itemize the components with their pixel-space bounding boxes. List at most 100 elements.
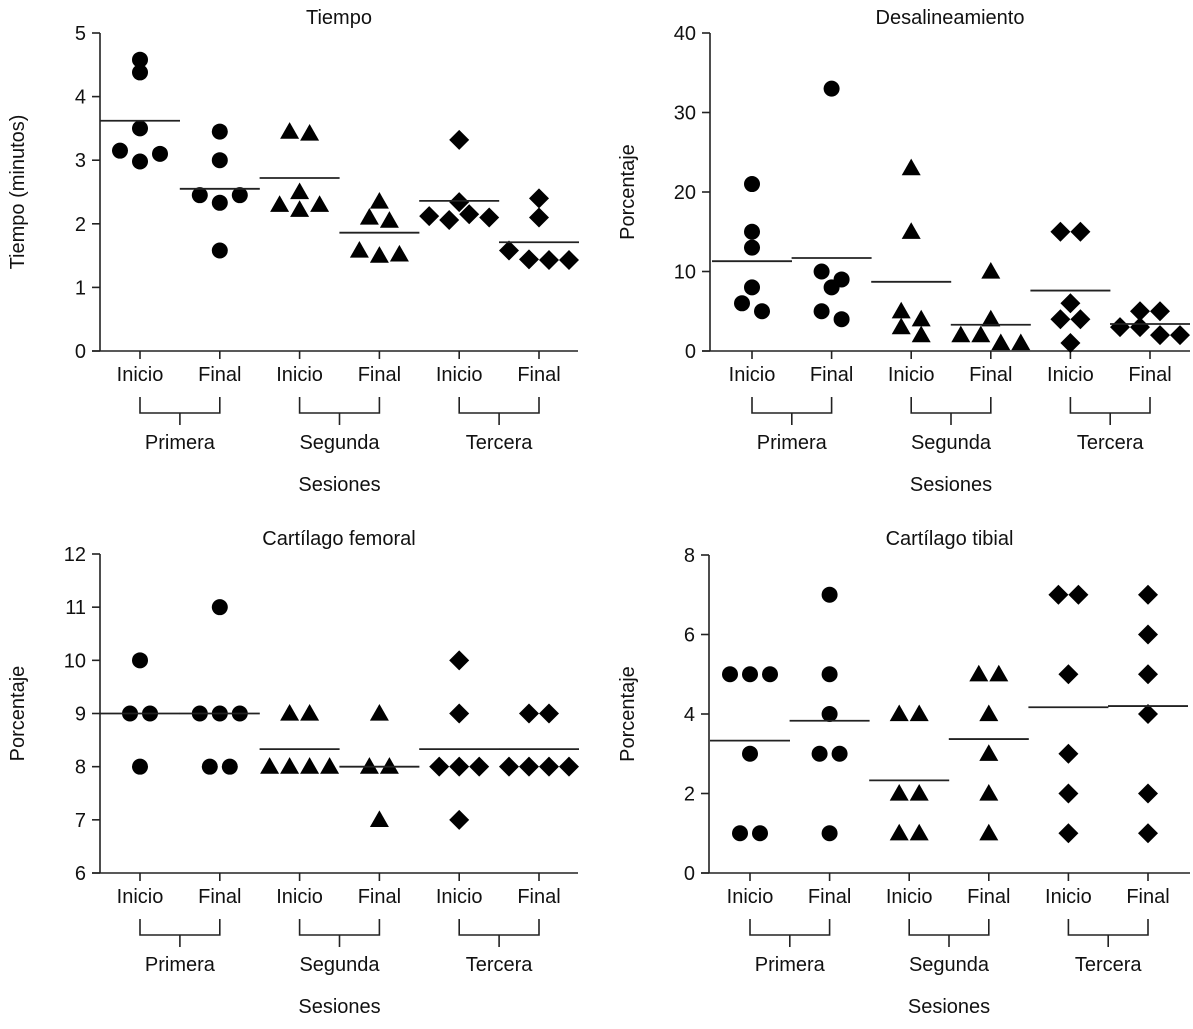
data-point-diamond bbox=[1060, 293, 1081, 314]
data-point-diamond bbox=[539, 756, 559, 777]
x-tick-label: Final bbox=[358, 364, 401, 386]
y-tick-label: 10 bbox=[64, 650, 86, 672]
data-point-triangle bbox=[979, 704, 999, 722]
data-point-circle bbox=[823, 80, 840, 97]
y-tick-label: 40 bbox=[674, 23, 696, 45]
series bbox=[100, 652, 180, 775]
series bbox=[179, 123, 260, 259]
data-point-triangle bbox=[911, 325, 931, 343]
data-point-circle bbox=[132, 153, 148, 170]
data-point-triangle bbox=[971, 325, 991, 343]
series bbox=[259, 122, 340, 217]
data-point-circle bbox=[744, 176, 760, 193]
y-tick-label: 1 bbox=[75, 277, 86, 299]
data-point-circle bbox=[132, 51, 148, 68]
data-point-triangle bbox=[300, 757, 320, 774]
x-axis-title: Sesiones bbox=[298, 474, 380, 496]
data-point-diamond bbox=[1138, 823, 1158, 844]
data-point-triangle bbox=[979, 784, 999, 801]
data-point-diamond bbox=[1138, 783, 1158, 804]
data-point-diamond bbox=[1068, 584, 1089, 605]
data-point-diamond bbox=[1070, 221, 1091, 242]
data-point-diamond bbox=[429, 756, 450, 777]
data-point-diamond bbox=[1138, 704, 1158, 724]
data-point-diamond bbox=[1170, 325, 1190, 346]
data-point-circle bbox=[821, 666, 838, 683]
y-tick-label: 0 bbox=[75, 341, 86, 363]
data-point-circle bbox=[211, 599, 228, 616]
series bbox=[791, 80, 872, 328]
data-point-triangle bbox=[290, 200, 310, 217]
y-tick-label: 20 bbox=[674, 182, 696, 204]
chart-panel: Cartílago femoral 6 7 8 9 10 11 12 Porcentaje Ini… bbox=[7, 528, 579, 1018]
x-axis-title: Sesiones bbox=[910, 474, 992, 496]
group-bracket bbox=[749, 919, 831, 936]
series bbox=[789, 586, 870, 842]
data-point-triangle bbox=[280, 757, 300, 774]
series bbox=[419, 650, 500, 830]
data-point-diamond bbox=[469, 756, 490, 777]
group-bracket bbox=[139, 919, 221, 936]
series bbox=[871, 158, 952, 343]
data-point-diamond bbox=[1050, 221, 1071, 242]
group-label: Segunda bbox=[299, 432, 380, 454]
data-point-circle bbox=[211, 152, 228, 169]
data-point-diamond bbox=[449, 703, 470, 724]
group-label: Tercera bbox=[1075, 954, 1143, 976]
data-point-diamond bbox=[1130, 301, 1150, 322]
data-point-circle bbox=[191, 187, 208, 204]
series bbox=[1028, 584, 1109, 844]
data-point-diamond bbox=[1150, 301, 1170, 322]
data-point-diamond bbox=[519, 703, 539, 724]
chart-panel: Tiempo 0 1 2 3 4 5 Tiempo (minutos) Inicio Final I… bbox=[7, 7, 579, 496]
data-point-triangle bbox=[891, 317, 911, 335]
y-tick-label: 9 bbox=[75, 704, 86, 726]
data-point-diamond bbox=[1110, 317, 1130, 338]
series bbox=[339, 704, 420, 827]
group-label: Segunda bbox=[299, 954, 380, 976]
data-point-diamond bbox=[1138, 584, 1158, 605]
data-point-triangle bbox=[280, 704, 300, 721]
x-axis-title: Sesiones bbox=[298, 996, 380, 1018]
data-point-triangle bbox=[369, 810, 389, 827]
data-point-triangle bbox=[389, 244, 409, 262]
data-point-diamond bbox=[449, 192, 470, 213]
x-tick-label: Final bbox=[358, 886, 401, 908]
data-point-circle bbox=[813, 303, 830, 320]
data-point-triangle bbox=[889, 704, 909, 722]
series bbox=[419, 129, 500, 230]
data-point-circle bbox=[132, 652, 148, 669]
data-point-diamond bbox=[449, 129, 470, 150]
x-tick-label: Inicio bbox=[276, 364, 323, 386]
y-tick-label: 4 bbox=[75, 87, 86, 109]
group-bracket bbox=[298, 397, 381, 414]
data-point-diamond bbox=[539, 250, 559, 271]
data-point-triangle bbox=[909, 784, 929, 801]
y-tick-label: 7 bbox=[75, 810, 86, 832]
data-point-triangle bbox=[969, 664, 989, 682]
group-label: Segunda bbox=[909, 954, 990, 976]
data-point-diamond bbox=[1138, 664, 1158, 685]
data-point-circle bbox=[201, 758, 218, 775]
group-bracket bbox=[1069, 397, 1151, 414]
group-label: Primera bbox=[757, 432, 828, 454]
data-point-triangle bbox=[369, 704, 389, 721]
data-point-triangle bbox=[889, 784, 909, 801]
data-point-diamond bbox=[459, 204, 480, 225]
data-point-circle bbox=[823, 279, 840, 296]
data-point-circle bbox=[112, 142, 128, 159]
data-point-diamond bbox=[1138, 624, 1158, 645]
chart-panel: Desalineamiento 0 10 20 30 40 Porcentaje Inicio… bbox=[617, 7, 1190, 496]
y-tick-label: 5 bbox=[75, 23, 86, 45]
x-tick-label: Inicio bbox=[436, 886, 483, 908]
y-tick-label: 2 bbox=[684, 784, 695, 806]
data-point-triangle bbox=[369, 192, 389, 209]
y-tick-label: 2 bbox=[75, 214, 86, 236]
data-point-triangle bbox=[359, 757, 379, 774]
data-point-diamond bbox=[519, 756, 539, 777]
data-point-diamond bbox=[419, 206, 440, 227]
y-axis-title: Porcentaje bbox=[7, 666, 29, 762]
data-point-circle bbox=[744, 239, 760, 256]
data-point-diamond bbox=[449, 809, 470, 830]
data-point-circle bbox=[132, 758, 148, 775]
